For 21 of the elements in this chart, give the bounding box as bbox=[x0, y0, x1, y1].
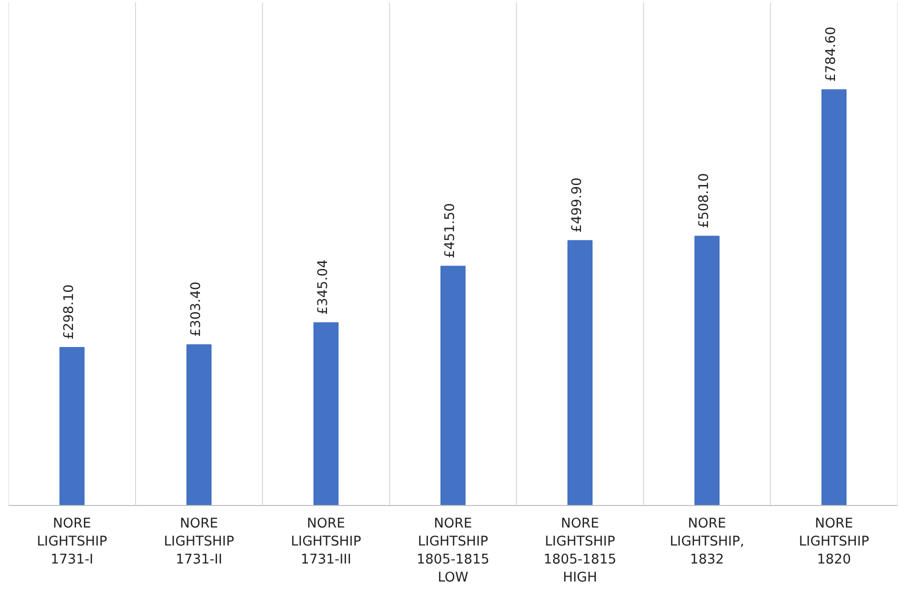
bar bbox=[567, 240, 593, 506]
x-tick-label: NORE LIGHTSHIP 1731-I bbox=[36, 516, 108, 568]
data-label: £508.10 bbox=[697, 173, 712, 228]
x-tick-label: NORE LIGHTSHIP 1820 bbox=[798, 516, 870, 568]
data-label: £784.60 bbox=[824, 26, 839, 82]
x-tick-label: NORE LIGHTSHIP 1731-III bbox=[290, 516, 362, 568]
data-label: £499.90 bbox=[570, 178, 585, 233]
data-label: £303.40 bbox=[189, 282, 204, 337]
x-tick-label: NORE LIGHTSHIP 1805-1815 LOW bbox=[416, 516, 490, 586]
x-tick-label: NORE LIGHTSHIP 1731-II bbox=[164, 516, 234, 568]
x-tick-label: NORE LIGHTSHIP, 1832 bbox=[670, 516, 744, 568]
bar bbox=[186, 344, 212, 506]
data-label: £345.04 bbox=[316, 260, 331, 315]
bar bbox=[694, 236, 720, 506]
bar bbox=[821, 89, 847, 506]
bar bbox=[313, 322, 339, 506]
data-label: £451.50 bbox=[443, 203, 458, 258]
bar bbox=[440, 266, 466, 506]
x-tick-label: NORE LIGHTSHIP 1805-1815 HIGH bbox=[544, 516, 616, 586]
data-label: £298.10 bbox=[62, 284, 77, 340]
bar bbox=[59, 347, 85, 506]
